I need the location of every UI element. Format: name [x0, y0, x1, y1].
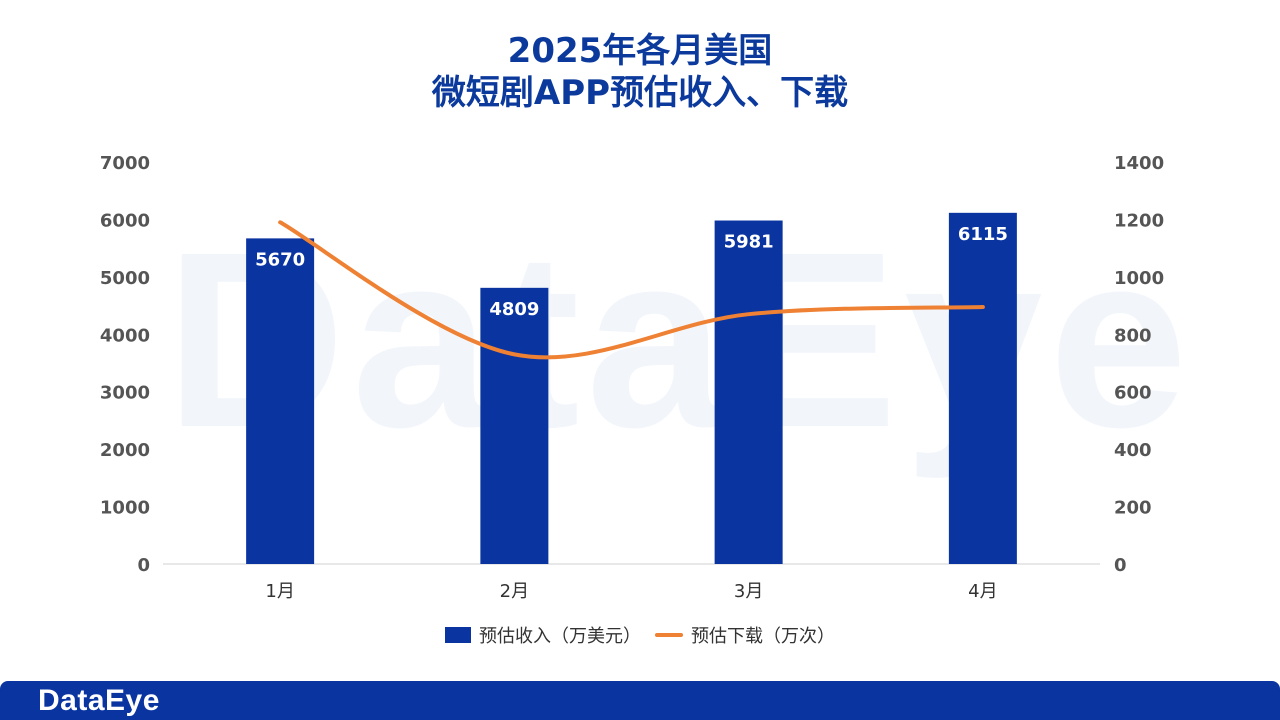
- y-left-tick-label: 1000: [100, 498, 150, 519]
- bar: [246, 238, 315, 564]
- x-tick-label: 2月: [500, 581, 529, 602]
- footer-logo: DataEye: [38, 684, 160, 717]
- y-right-tick-label: 400: [1114, 440, 1152, 461]
- y-right-tick-label: 0: [1114, 555, 1127, 576]
- y-left-tick-label: 3000: [100, 383, 150, 404]
- y-right-tick-label: 1000: [1114, 268, 1164, 289]
- bar: [480, 287, 549, 564]
- y-left-tick-label: 2000: [100, 440, 150, 461]
- y-right-tick-label: 200: [1114, 498, 1152, 519]
- bar-value-label: 4809: [489, 299, 539, 320]
- legend: 预估收入（万美元） 预估下载（万次）: [0, 622, 1280, 648]
- y-right-tick-label: 1400: [1114, 153, 1164, 174]
- bar-value-label: 5670: [255, 249, 305, 270]
- y-right-tick-label: 800: [1114, 325, 1152, 346]
- legend-item-revenue: 预估收入（万美元）: [445, 622, 641, 648]
- legend-swatch-bar: [445, 627, 471, 643]
- watermark-logo: DataEye: [165, 200, 1194, 479]
- x-tick-label: 1月: [265, 581, 294, 602]
- bar: [714, 220, 783, 564]
- y-right-tick-label: 600: [1114, 383, 1152, 404]
- chart-title-line-1: 2025年各月美国: [507, 31, 773, 71]
- chart-title: 2025年各月美国 微短剧APP预估收入、下载: [0, 30, 1280, 114]
- legend-label-revenue: 预估收入（万美元）: [479, 626, 641, 647]
- y-right-tick-label: 1200: [1114, 210, 1164, 231]
- bar-value-label: 5981: [724, 232, 774, 253]
- legend-swatch-line: [655, 633, 683, 637]
- bar: [948, 212, 1017, 564]
- legend-label-downloads: 预估下载（万次）: [691, 626, 835, 647]
- y-left-tick-label: 4000: [100, 325, 150, 346]
- x-tick-label: 3月: [734, 581, 763, 602]
- y-left-tick-label: 5000: [100, 268, 150, 289]
- y-left-tick-label: 6000: [100, 210, 150, 231]
- y-left-tick-label: 7000: [100, 153, 150, 174]
- legend-item-downloads: 预估下载（万次）: [655, 622, 835, 648]
- footer-bar: DataEye: [0, 681, 1280, 720]
- bar-value-label: 6115: [958, 224, 1008, 245]
- y-left-tick-label: 0: [137, 555, 150, 576]
- chart-title-line-2: 微短剧APP预估收入、下载: [431, 73, 849, 113]
- downloads-line: [278, 220, 985, 360]
- x-tick-label: 4月: [968, 581, 997, 602]
